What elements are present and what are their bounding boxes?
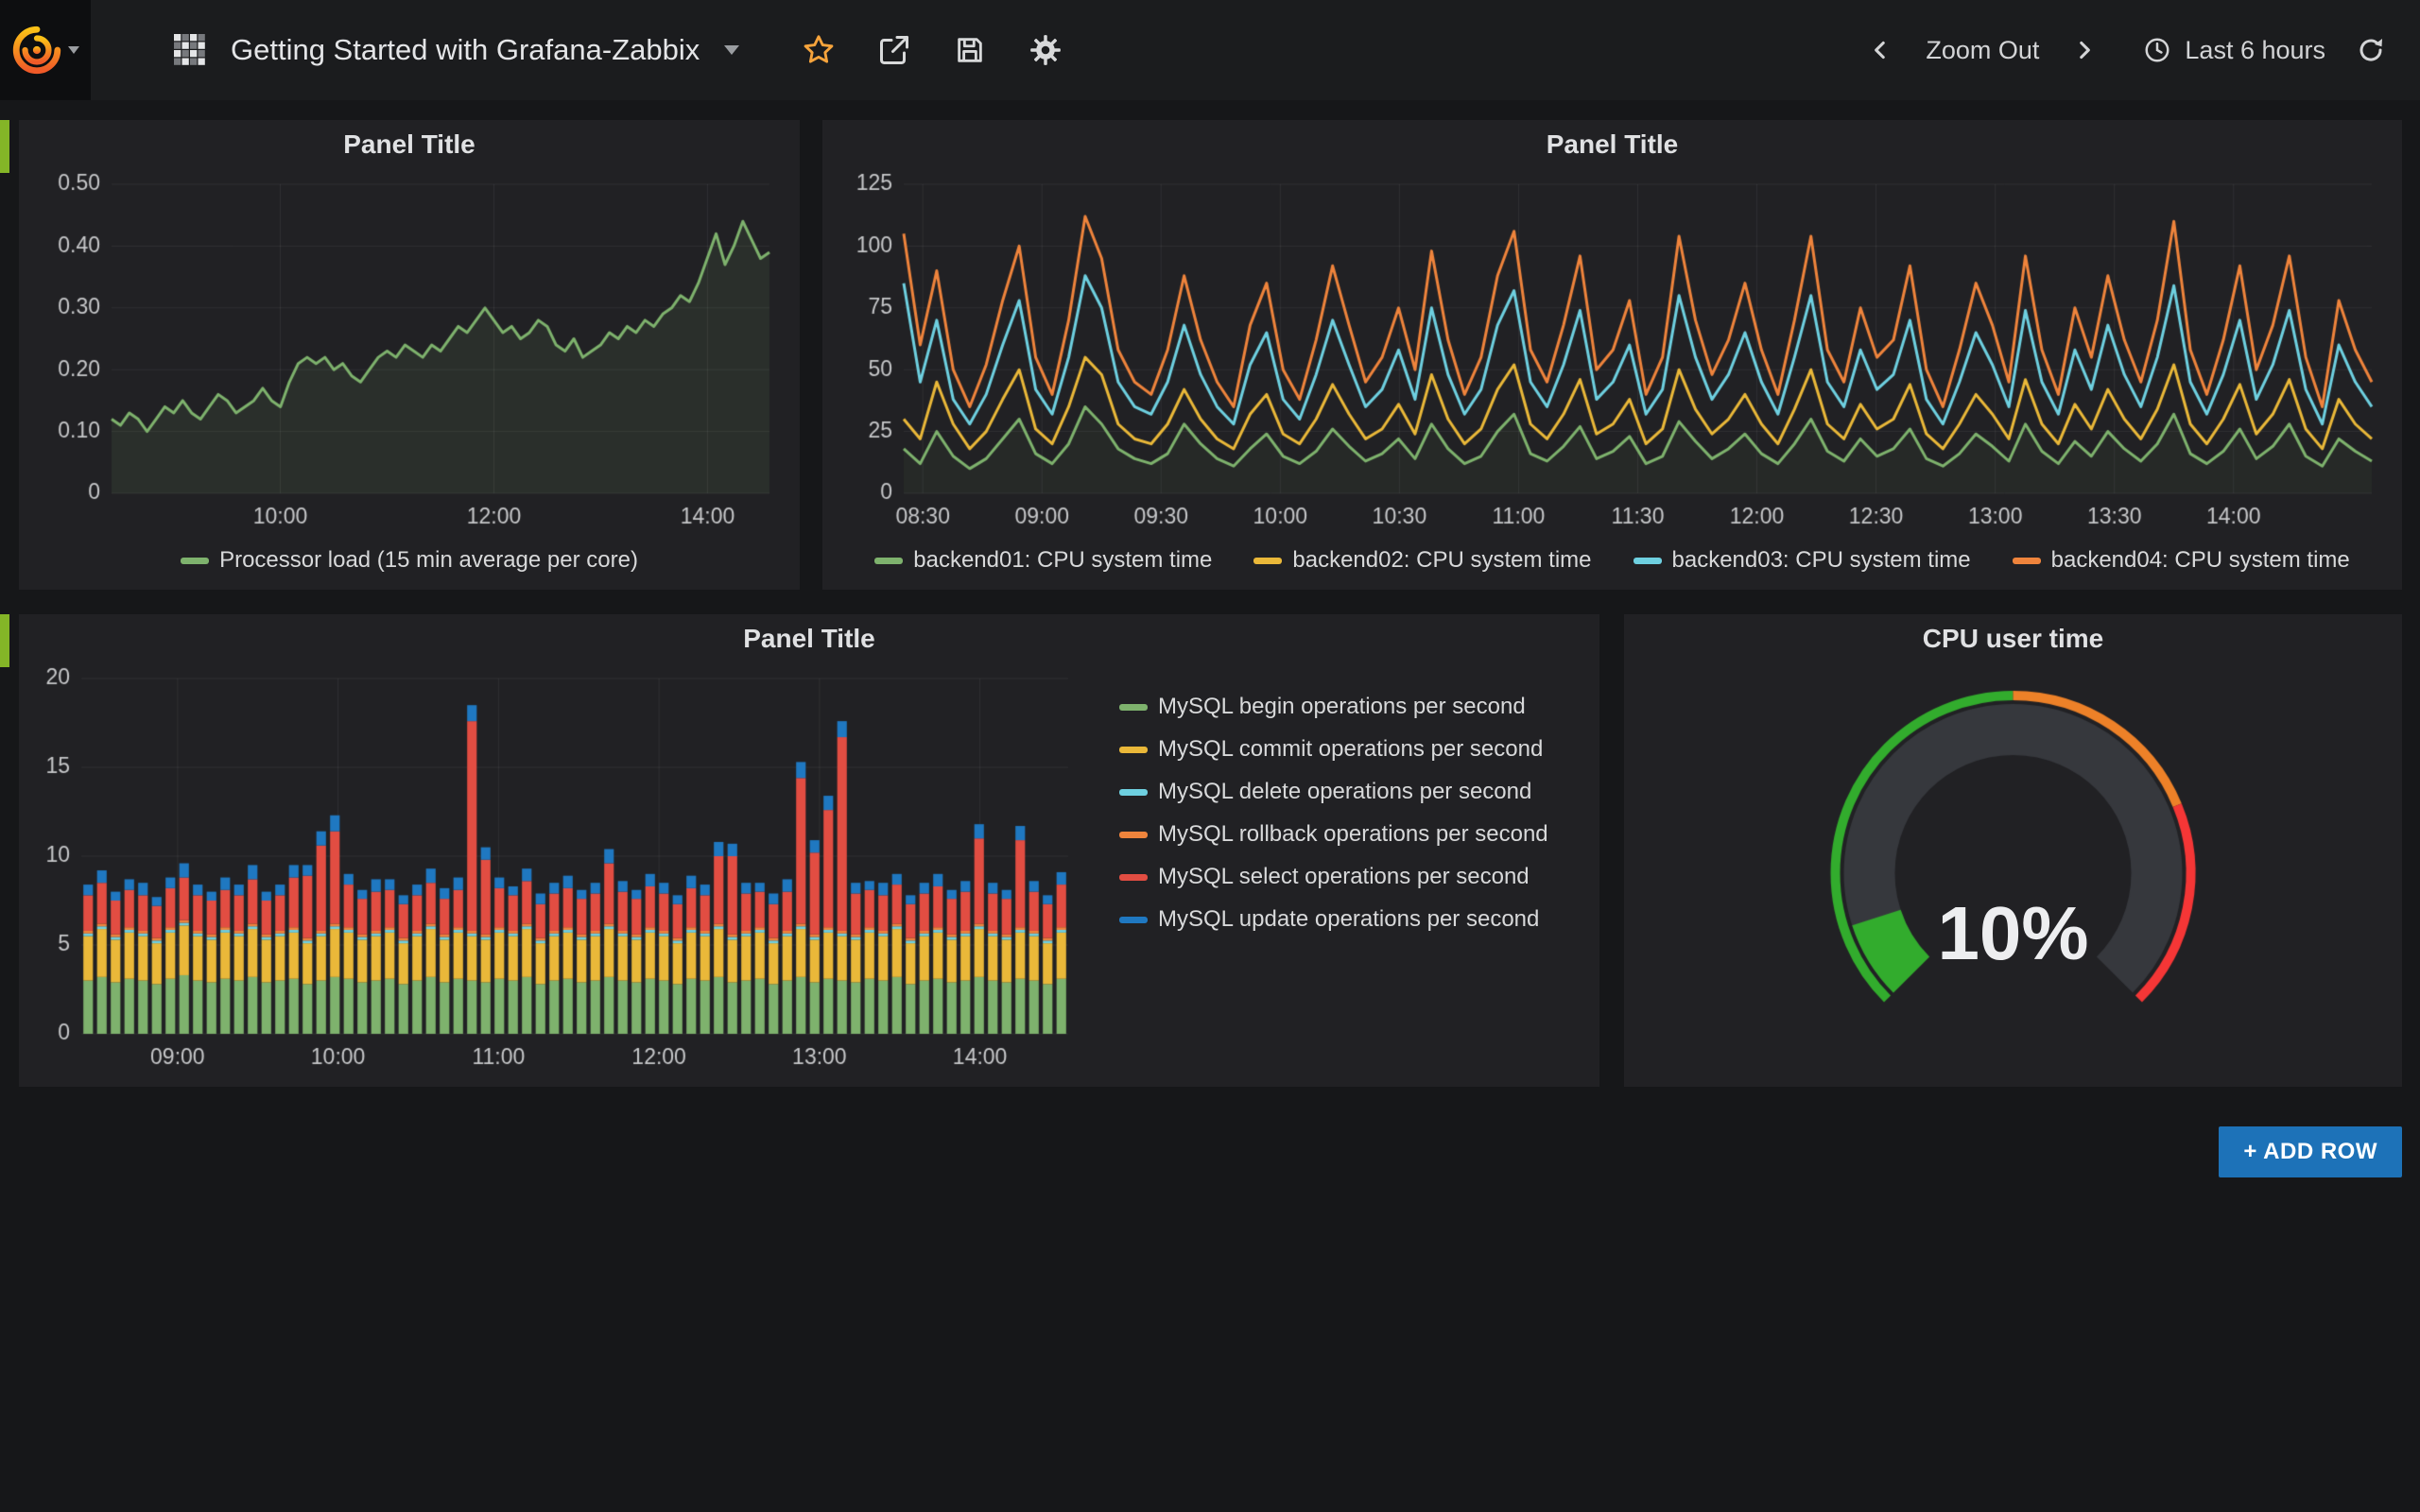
legend-color-marker [1119,831,1148,838]
legend-label: MySQL commit operations per second [1158,736,1544,762]
panel-processor-load: Panel Title Processor load (15 min avera… [19,120,800,590]
legend-label: backend03: CPU system time [1671,547,1971,573]
chevron-left-icon [1875,41,1886,60]
panel-mysql-operations: Panel Title MySQL begin operations per s… [19,614,1599,1087]
legend-color-marker [1119,746,1148,753]
legend-label: backend01: CPU system time [913,547,1213,573]
menu-caret-icon [68,46,79,54]
row-handle-2[interactable] [0,614,9,667]
chevron-right-icon [2080,41,2091,60]
legend-item[interactable]: MySQL select operations per second [1119,864,1586,890]
time-forward-button[interactable] [2067,38,2101,62]
legend-item[interactable]: backend04: CPU system time [2012,547,2350,574]
grafana-logo-icon [12,26,61,75]
refresh-button[interactable] [2354,36,2388,64]
mysql-operations-graph[interactable] [32,663,1085,1077]
star-icon [804,35,834,63]
clock-icon [2145,38,2169,62]
main-menu-button[interactable] [0,0,91,100]
dashboard-grid-icon [174,34,205,65]
legend-color-marker [1633,557,1662,564]
legend-label: MySQL rollback operations per second [1158,821,1548,847]
legend-item[interactable]: MySQL rollback operations per second [1119,821,1586,848]
legend-color-marker [1253,557,1283,564]
legend-color-marker [1119,873,1148,881]
cpu-system-time-graph[interactable] [836,169,2389,537]
dashboard-area: Panel Title Processor load (15 min avera… [0,100,2420,1512]
legend-color-marker [1119,703,1148,711]
panel-title[interactable]: Panel Title [343,129,475,159]
panel-title[interactable]: Panel Title [743,624,875,653]
legend-color-marker [1119,916,1148,923]
processor-load-graph[interactable] [32,169,786,537]
legend-item[interactable]: backend01: CPU system time [874,547,1212,574]
settings-button[interactable] [1008,0,1083,100]
gear-icon [1030,35,1062,65]
title-caret-icon [724,45,740,55]
add-row-button[interactable]: + ADD ROW [2219,1126,2402,1177]
share-button[interactable] [856,0,932,100]
share-icon [880,36,909,64]
legend-color-marker [1119,788,1148,796]
star-button[interactable] [781,0,856,100]
legend-label: Processor load (15 min average per core) [219,547,638,573]
legend: backend01: CPU system time backend02: CPU… [822,537,2402,584]
legend-item[interactable]: backend02: CPU system time [1253,547,1592,574]
panel-title[interactable]: CPU user time [1922,624,2104,653]
time-back-button[interactable] [1863,38,1897,62]
legend-item[interactable]: MySQL commit operations per second [1119,736,1586,763]
cpu-user-time-gauge[interactable] [1637,663,2389,1041]
refresh-icon [2360,39,2382,61]
legend-color-marker [874,557,904,564]
legend: Processor load (15 min average per core) [19,537,800,584]
legend-item[interactable]: MySQL begin operations per second [1119,694,1586,720]
legend-label: MySQL select operations per second [1158,864,1530,889]
time-range-picker[interactable]: Last 6 hours [2143,36,2325,65]
zoom-out-button[interactable]: Zoom Out [1926,35,2040,64]
dashboard-title-dropdown[interactable]: Getting Started with Grafana-Zabbix [91,0,740,100]
panel-title[interactable]: Panel Title [1546,129,1679,159]
legend-item[interactable]: MySQL update operations per second [1119,906,1586,933]
save-button[interactable] [932,0,1008,100]
legend-label: MySQL begin operations per second [1158,694,1526,719]
panel-cpu-system-time: Panel Title backend01: CPU system time ba… [822,120,2402,590]
legend-item[interactable]: Processor load (15 min average per core) [181,547,638,574]
save-icon [958,38,982,62]
legend-label: MySQL delete operations per second [1158,779,1532,804]
navbar: Getting Started with Grafana-Zabbix [0,0,2420,100]
row-handle-1[interactable] [0,120,9,173]
legend: MySQL begin operations per second MySQL c… [1085,663,1586,1077]
legend-item[interactable]: MySQL delete operations per second [1119,779,1586,805]
legend-label: backend02: CPU system time [1292,547,1592,573]
legend-label: MySQL update operations per second [1158,906,1540,932]
legend-color-marker [2012,557,2041,564]
legend-item[interactable]: backend03: CPU system time [1633,547,1971,574]
dashboard-title: Getting Started with Grafana-Zabbix [231,33,700,66]
time-range-label: Last 6 hours [2185,35,2325,64]
panel-cpu-user-time: CPU user time 10% [1624,614,2402,1087]
legend-color-marker [181,557,210,564]
legend-label: backend04: CPU system time [2050,547,2350,573]
